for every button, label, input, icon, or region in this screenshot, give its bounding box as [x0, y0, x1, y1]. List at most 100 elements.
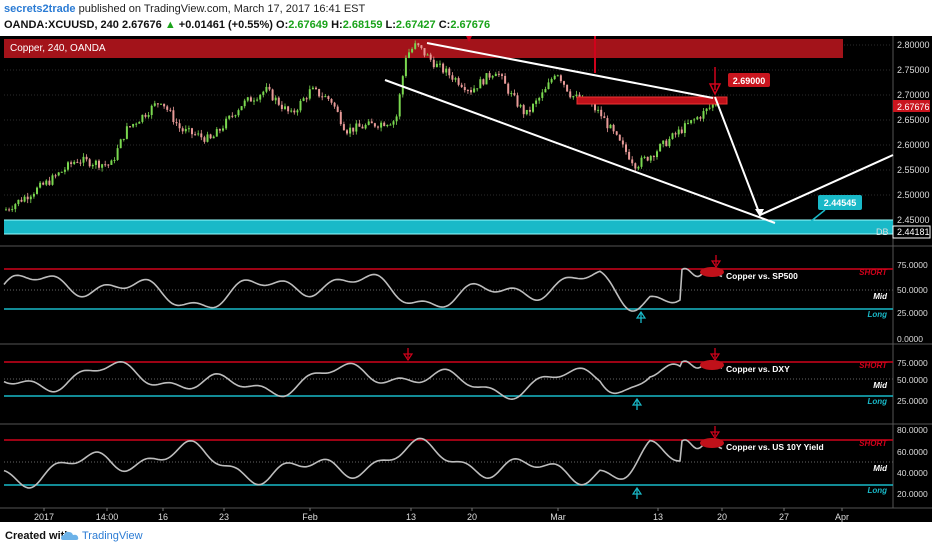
- signal-highlight: [700, 438, 724, 448]
- up-candle: [392, 121, 395, 125]
- chart-canvas[interactable]: Copper, 240, OANDA 2.69000 2.44545 2.800…: [0, 36, 932, 522]
- chart-background: [0, 36, 932, 522]
- short-label: SHORT: [859, 361, 888, 370]
- up-candle: [367, 121, 370, 125]
- up-candle: [355, 123, 358, 132]
- oscillator-line[interactable]: [3, 437, 723, 489]
- down-candle: [129, 126, 131, 128]
- up-candle: [113, 159, 116, 161]
- mid-label: Mid: [873, 464, 888, 473]
- down-candle: [107, 164, 110, 166]
- down-candle: [603, 116, 606, 119]
- oscillator-tick-label: 20.0000: [897, 489, 928, 499]
- down-candle: [287, 106, 290, 112]
- oscillator-line[interactable]: [3, 360, 723, 401]
- up-candle: [259, 94, 262, 100]
- down-candle: [104, 164, 107, 166]
- price-tick-label: 2.55000: [897, 165, 930, 175]
- target-callout[interactable]: [818, 195, 862, 210]
- up-candle: [246, 97, 249, 101]
- down-candle: [628, 151, 631, 160]
- down-candle: [370, 121, 373, 124]
- down-candle: [144, 114, 147, 117]
- upper-trendline[interactable]: [426, 42, 714, 99]
- up-candle: [677, 129, 680, 135]
- up-candle: [82, 156, 85, 163]
- price-tick-label: 2.45000: [897, 215, 930, 225]
- down-candle: [559, 75, 562, 82]
- up-candle: [160, 103, 162, 105]
- oscillator-panel[interactable]: Copper vs. SP500 SHORT Mid Long 75.0000 50.00…: [3, 255, 928, 344]
- down-candle: [528, 109, 531, 112]
- down-candle: [358, 123, 361, 127]
- oscillator-panel[interactable]: Copper vs. DXY SHORT Mid Long 75.0000 50.0000…: [3, 348, 928, 410]
- oscillator-line[interactable]: [3, 267, 723, 312]
- up-candle: [711, 104, 714, 108]
- up-candle: [39, 182, 42, 188]
- up-candle: [637, 166, 640, 169]
- mid-label: Mid: [873, 292, 888, 301]
- up-candle: [5, 209, 7, 211]
- author-link[interactable]: secrets2trade: [4, 3, 76, 15]
- up-candle: [404, 57, 407, 77]
- down-candle: [48, 180, 51, 185]
- down-candle: [327, 96, 330, 100]
- up-candle: [122, 138, 125, 140]
- oscillator-panel[interactable]: Copper vs. US 10Y Yield SHORT Mid Long 80.00…: [3, 425, 928, 499]
- price-tick-label: 2.65000: [897, 115, 930, 125]
- up-candle: [274, 97, 277, 101]
- down-candle: [566, 84, 569, 92]
- up-candle: [535, 100, 538, 104]
- low-label: L:: [385, 19, 396, 31]
- level-price-badge: [892, 225, 931, 239]
- down-candle: [330, 99, 333, 103]
- up-candle: [135, 123, 138, 125]
- time-axis[interactable]: 2017 14:00 16 23 Feb 13 20 Mar 13 20 27 Apr: [34, 508, 849, 522]
- up-candle: [572, 96, 575, 98]
- up-candle: [538, 97, 541, 101]
- down-candle: [172, 110, 175, 123]
- down-candle: [420, 45, 423, 49]
- up-candle: [649, 156, 652, 161]
- up-candle: [519, 105, 522, 107]
- sell-arrow-icon: [708, 83, 722, 96]
- resistance-box[interactable]: [576, 96, 728, 105]
- up-candle: [141, 114, 144, 122]
- down-candle: [448, 68, 451, 76]
- resistance-price: 2.69000: [733, 76, 766, 86]
- tradingview-brand[interactable]: TradingView: [82, 530, 143, 542]
- down-candle: [377, 126, 379, 128]
- down-candle: [321, 96, 324, 98]
- down-candle: [336, 106, 339, 112]
- up-candle: [51, 175, 54, 185]
- up-candle: [228, 115, 231, 119]
- up-candle: [125, 126, 128, 139]
- price-tick-label: 2.60000: [897, 140, 930, 150]
- down-candle: [646, 156, 649, 161]
- tradingview-cloud-icon: [61, 531, 79, 540]
- level-marker-prefix: DB: [876, 227, 889, 237]
- down-candle: [615, 131, 618, 135]
- lower-trendline[interactable]: [384, 79, 776, 224]
- up-candle: [544, 89, 547, 93]
- time-tick-label: 20: [717, 512, 727, 522]
- price-axis[interactable]: 2.80000 2.75000 2.70000 2.65000 2.60000 2.550…: [897, 40, 930, 225]
- down-candle: [163, 103, 166, 107]
- up-candle: [609, 124, 612, 129]
- cyan-support-zone[interactable]: [4, 220, 893, 234]
- down-candle: [482, 79, 485, 85]
- up-candle: [380, 122, 383, 128]
- short-label: SHORT: [859, 439, 888, 448]
- short-label: SHORT: [859, 268, 888, 277]
- resistance-callout[interactable]: [728, 73, 770, 87]
- down-candle: [181, 128, 184, 132]
- down-candle: [191, 128, 193, 135]
- down-candle: [513, 93, 516, 96]
- time-tick-label: 14:00: [96, 512, 119, 522]
- up-candle: [640, 157, 643, 167]
- down-candle: [194, 134, 197, 136]
- down-candle: [442, 63, 445, 73]
- down-candle: [507, 83, 510, 94]
- down-candle: [600, 109, 603, 117]
- up-arrow-icon: ▲: [164, 19, 176, 31]
